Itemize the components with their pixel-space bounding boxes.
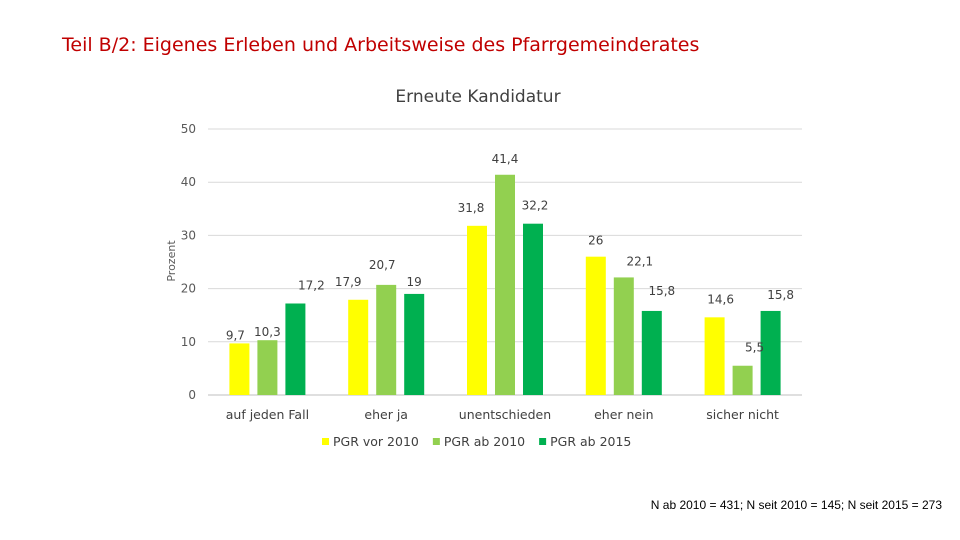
legend-swatch bbox=[432, 438, 440, 445]
bar bbox=[348, 299, 369, 395]
data-label: 19 bbox=[407, 275, 422, 289]
data-label: 9,7 bbox=[226, 328, 245, 342]
axes: 0 10 20 30 40 50 auf jeden Fall eher ja unentsch… bbox=[181, 122, 779, 422]
chart-title: Erneute Kandidatur bbox=[395, 87, 560, 107]
data-label: 14,6 bbox=[707, 292, 734, 306]
legend-swatch bbox=[539, 438, 547, 445]
bar bbox=[285, 303, 306, 395]
data-label: 10,3 bbox=[254, 325, 281, 339]
y-tick-label: 20 bbox=[181, 282, 196, 296]
category-label: auf jeden Fall bbox=[226, 407, 309, 422]
y-tick-label: 40 bbox=[181, 175, 196, 189]
data-label: 41,4 bbox=[492, 152, 519, 166]
bar bbox=[613, 277, 634, 395]
bar bbox=[404, 293, 425, 395]
sample-size-footnote: N ab 2010 = 431; N seit 2010 = 145; N se… bbox=[650, 498, 942, 512]
bar bbox=[704, 317, 725, 395]
legend-label: PGR ab 2010 bbox=[444, 434, 525, 449]
y-axis-label: Prozent bbox=[165, 240, 178, 282]
data-label: 20,7 bbox=[369, 258, 396, 272]
data-label: 15,8 bbox=[648, 284, 675, 298]
y-tick-label: 10 bbox=[181, 335, 196, 349]
legend-swatch bbox=[322, 438, 329, 445]
category-label: eher nein bbox=[594, 407, 653, 422]
bar bbox=[495, 174, 515, 395]
y-tick-label: 50 bbox=[181, 122, 196, 136]
bar bbox=[376, 284, 397, 395]
y-tick-label: 0 bbox=[188, 388, 196, 402]
bar bbox=[257, 340, 278, 395]
data-label: 32,2 bbox=[522, 199, 549, 213]
data-label: 26 bbox=[588, 234, 603, 248]
data-label: 15,8 bbox=[767, 288, 794, 302]
bar bbox=[760, 310, 781, 395]
bar bbox=[523, 223, 543, 395]
data-label: 17,2 bbox=[298, 278, 325, 292]
bar bbox=[641, 310, 662, 395]
bars bbox=[229, 174, 781, 395]
bar bbox=[585, 256, 606, 395]
data-label: 17,9 bbox=[335, 275, 362, 289]
data-label: 22,1 bbox=[626, 254, 653, 268]
legend-label: PGR vor 2010 bbox=[333, 434, 419, 449]
bar bbox=[467, 225, 487, 395]
slide-title: Teil B/2: Eigenes Erleben und Arbeitswei… bbox=[62, 34, 700, 56]
bar bbox=[229, 343, 250, 395]
category-label: sicher nicht bbox=[706, 407, 779, 422]
legend: PGR vor 2010 PGR ab 2010 PGR ab 2015 bbox=[322, 434, 631, 449]
category-label: eher ja bbox=[364, 407, 408, 422]
data-labels: 9,7 10,3 17,2 17,9 20,7 19 31,8 41,4 32,2 26 22,1 1… bbox=[226, 152, 794, 355]
category-label: unentschieden bbox=[459, 407, 551, 422]
y-tick-label: 30 bbox=[181, 228, 196, 242]
bar bbox=[732, 365, 753, 395]
data-label: 5,5 bbox=[745, 341, 764, 355]
legend-label: PGR ab 2015 bbox=[550, 434, 631, 449]
data-label: 31,8 bbox=[458, 201, 485, 215]
